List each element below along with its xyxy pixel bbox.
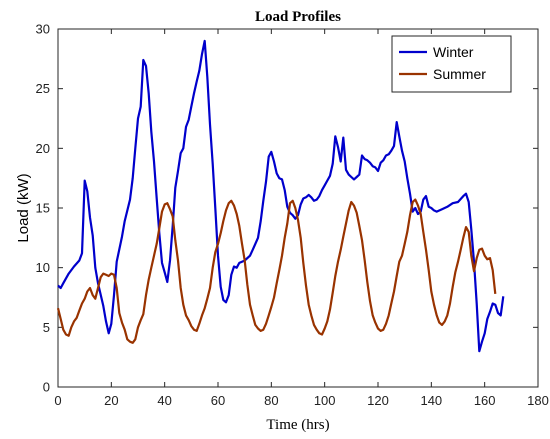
y-tick-label: 15 (36, 201, 50, 216)
x-axis-label: Time (hrs) (266, 417, 329, 433)
x-tick-label: 20 (104, 393, 118, 408)
chart-title: Load Profiles (255, 9, 341, 25)
y-tick-label: 25 (36, 81, 50, 96)
y-tick-label: 30 (36, 22, 50, 37)
x-tick-label: 180 (527, 393, 549, 408)
winter-series-line (57, 39, 505, 353)
summer-series-line (56, 198, 497, 344)
y-tick-label: 10 (36, 260, 50, 275)
x-tick-label: 60 (211, 393, 225, 408)
x-tick-label: 140 (420, 393, 442, 408)
x-tick-label: 0 (54, 393, 61, 408)
legend-label-summer: Summer (433, 66, 486, 82)
y-tick-label: 5 (43, 320, 50, 335)
x-tick-label: 120 (367, 393, 389, 408)
x-tick-label: 40 (157, 393, 171, 408)
legend: Winter Summer (391, 35, 512, 93)
legend-box (391, 35, 512, 93)
y-axis-label: Load (kW) (15, 173, 32, 242)
y-tick-label: 20 (36, 141, 50, 156)
y-tick-label: 0 (43, 380, 50, 395)
x-tick-label: 80 (264, 393, 278, 408)
x-tick-label: 160 (474, 393, 496, 408)
legend-label-winter: Winter (433, 44, 474, 60)
x-tick-label: 100 (314, 393, 336, 408)
